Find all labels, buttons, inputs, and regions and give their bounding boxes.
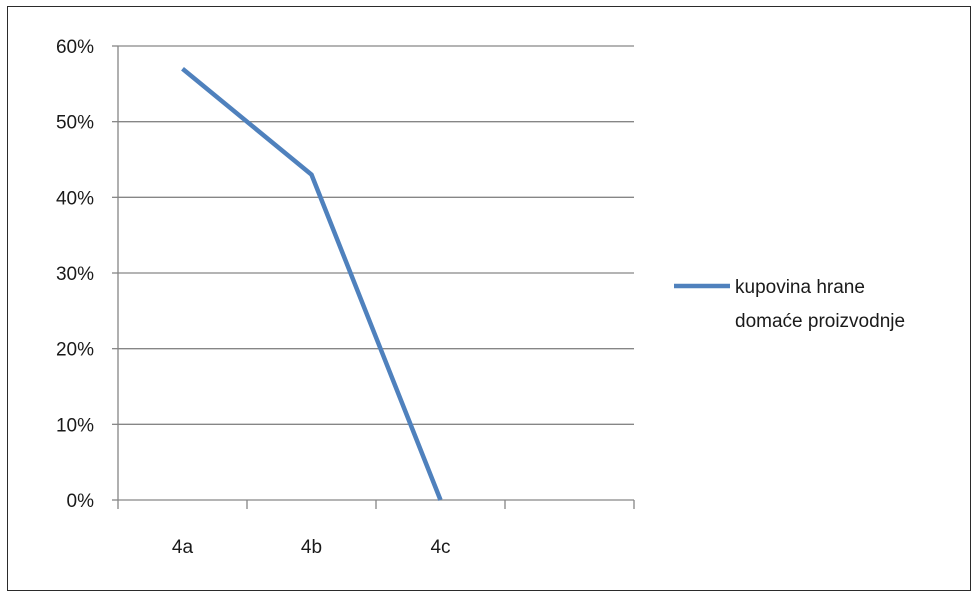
x-tick-label: 4b — [301, 537, 322, 558]
y-tick-label: 20% — [56, 340, 94, 361]
axes — [112, 45, 635, 509]
y-tick-label: 10% — [56, 415, 94, 436]
y-tick-label: 0% — [67, 491, 95, 512]
series-lines — [181, 66, 443, 501]
gridlines — [118, 45, 634, 425]
y-tick-label: 40% — [56, 188, 94, 209]
legend-label-line-2: domaće proizvodnje — [735, 311, 905, 332]
y-axis-tick-labels: 0% 10% 20% 30% 40% 50% 60% — [56, 37, 94, 512]
x-tick-label: 4a — [172, 537, 194, 558]
x-axis-tick-labels: 4a 4b 4c — [172, 537, 451, 558]
legend-label-line-1: kupovina hrane — [735, 277, 865, 298]
series-line — [181, 66, 443, 501]
chart-area — [7, 6, 971, 591]
x-tick-label: 4c — [430, 537, 450, 558]
y-tick-label: 50% — [56, 113, 94, 134]
y-tick-label: 30% — [56, 264, 94, 285]
y-tick-label: 60% — [56, 37, 94, 58]
legend: kupovina hrane domaće proizvodnje — [674, 277, 905, 332]
